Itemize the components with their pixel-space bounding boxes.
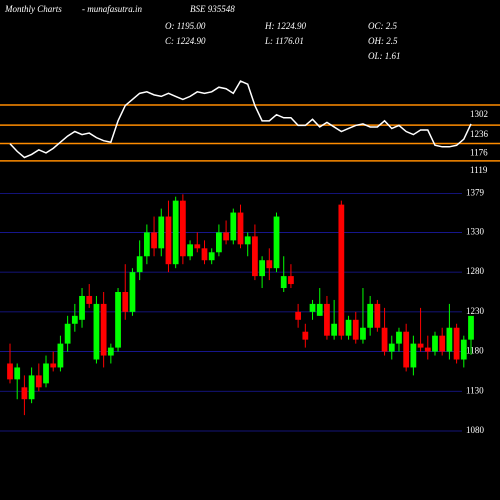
candle-body	[79, 295, 85, 320]
candle-body	[280, 276, 287, 289]
y-tick-label: 1176	[470, 148, 488, 158]
candle-body	[28, 375, 35, 400]
candle-body	[93, 303, 100, 360]
candle-body	[410, 343, 417, 368]
candle-body	[43, 363, 49, 384]
candle-body	[396, 331, 402, 344]
candle-body	[374, 303, 381, 328]
candle-body	[194, 244, 201, 249]
candle-body	[21, 387, 28, 400]
candle-body	[309, 303, 316, 312]
candle-body	[57, 343, 64, 368]
candle-body	[35, 375, 42, 388]
candle-body	[14, 367, 21, 380]
y-tick-label: 1236	[470, 129, 489, 139]
candle-body	[172, 200, 179, 265]
candle-body	[165, 216, 172, 265]
candle-body	[100, 303, 107, 356]
y-tick-label: 1330	[466, 226, 485, 236]
candle-body	[252, 236, 258, 277]
y-tick-label: 1302	[470, 109, 488, 119]
candle-body	[201, 248, 208, 261]
indicator-line	[9, 80, 472, 159]
candle-body	[115, 291, 121, 348]
candle-body	[187, 244, 193, 257]
y-tick-label: 1130	[466, 385, 484, 395]
symbol-label: BSE 935548	[190, 4, 235, 14]
candle-body	[223, 232, 229, 241]
candle-body	[338, 204, 345, 336]
candle-body	[273, 216, 280, 269]
candle-body	[208, 252, 215, 261]
close-label: C: 1224.90	[165, 36, 206, 46]
site-label: Monthly Charts	[4, 4, 62, 14]
candle-body	[143, 232, 150, 257]
candle-body	[244, 236, 251, 245]
y-tick-label: 1230	[466, 306, 485, 316]
candle-body	[259, 260, 265, 277]
ol-label: OL: 1.61	[368, 51, 401, 61]
candle-body	[360, 327, 366, 340]
candle-body	[302, 331, 309, 340]
candle-body	[7, 363, 13, 380]
candle-body	[424, 347, 431, 352]
candle-body	[158, 216, 165, 249]
candle-body	[216, 232, 222, 253]
candle-body	[129, 272, 136, 312]
y-tick-label: 1080	[466, 425, 485, 435]
y-tick-label: 1280	[466, 266, 485, 276]
candle-body	[432, 335, 438, 352]
y-tick-label: 1119	[470, 165, 488, 175]
candle-body	[50, 363, 57, 368]
low-label: L: 1176.01	[264, 36, 304, 46]
candle-body	[324, 303, 330, 336]
candle-body	[266, 260, 273, 269]
open-label: O: 1195.00	[165, 21, 206, 31]
candle-body	[86, 295, 93, 304]
candle-body	[403, 331, 410, 368]
oc-label: OC: 2.5	[368, 21, 397, 31]
candle-body	[288, 276, 294, 285]
candle-body	[237, 212, 244, 245]
candle-body	[122, 291, 129, 312]
candle-body	[345, 319, 352, 336]
candle-body	[439, 335, 446, 352]
candle-body	[381, 327, 388, 352]
oh-label: OH: 2.5	[368, 36, 398, 46]
candle-body	[316, 303, 323, 316]
candle-body	[151, 232, 157, 249]
domain-label: - munafasutra.in	[82, 4, 143, 14]
candle-body	[446, 327, 453, 352]
candle-body	[453, 327, 460, 360]
candle-body	[136, 256, 143, 273]
candle-body	[468, 315, 474, 340]
candle-body	[179, 200, 186, 257]
y-tick-label: 1180	[466, 346, 484, 356]
candle-body	[295, 311, 302, 320]
candle-body	[64, 323, 71, 344]
candle-body	[230, 212, 237, 241]
candle-body	[367, 303, 374, 328]
high-label: H: 1224.90	[264, 21, 306, 31]
candle-body	[460, 339, 467, 360]
candle-body	[417, 343, 424, 348]
y-tick-label: 1379	[466, 188, 485, 198]
candle-body	[71, 315, 78, 324]
candle-body	[107, 347, 114, 356]
candle-body	[352, 319, 359, 340]
candle-body	[331, 323, 338, 336]
candle-body	[388, 343, 395, 352]
